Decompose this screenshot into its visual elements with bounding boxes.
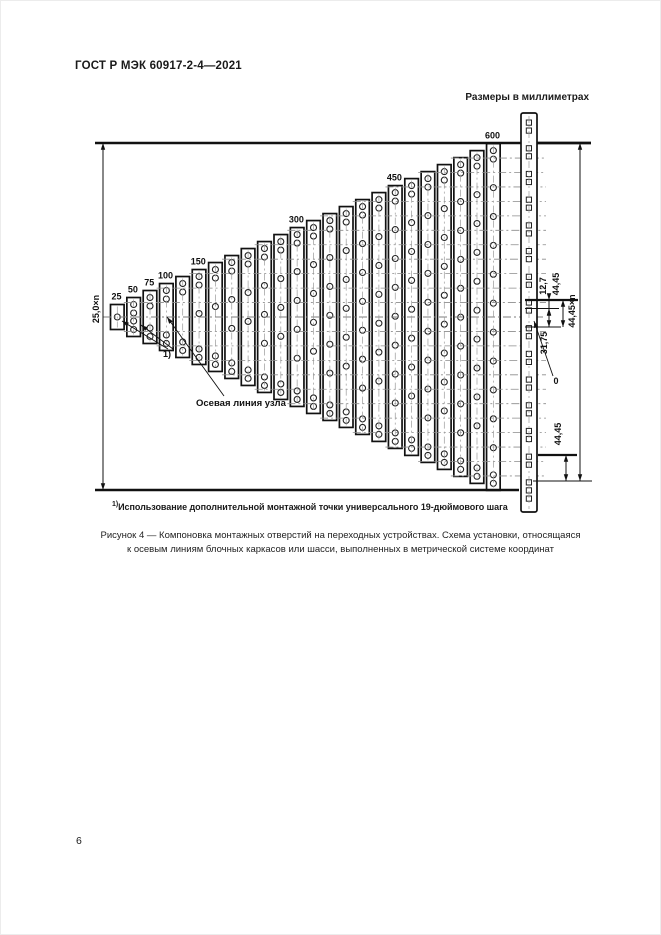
metric-pitch-label: 25,0×n bbox=[91, 295, 101, 323]
footnote-text: Использование дополнительной монтажной т… bbox=[118, 502, 508, 512]
dimension-arrow bbox=[560, 300, 566, 307]
axis-line-label: Осевая линия узла bbox=[196, 398, 287, 409]
bar-height-label: 600 bbox=[485, 131, 500, 141]
zero-leader bbox=[533, 320, 554, 377]
universal-hole bbox=[525, 410, 532, 417]
units-note: Размеры в миллиметрах bbox=[465, 92, 589, 103]
page-number: 6 bbox=[76, 835, 82, 847]
axis-leader bbox=[166, 316, 225, 397]
standard-header: ГОСТ Р МЭК 60917-2-4—2021 bbox=[75, 60, 242, 72]
figure-diagram: 25,0×n 12,7 31,75 44,45 44,45×n 44,45 0 1) Осева… bbox=[91, 112, 592, 513]
leader-arrow bbox=[167, 317, 173, 324]
bar-height-label: 450 bbox=[387, 173, 402, 183]
bar-height-label: 100 bbox=[158, 271, 173, 281]
dimension-arrow bbox=[563, 455, 569, 462]
leader-arrow bbox=[122, 321, 129, 327]
bottom-pitch-label: 44,45 bbox=[553, 423, 563, 446]
bar-height-label: 25 bbox=[111, 292, 121, 302]
dimension-arrow bbox=[546, 320, 552, 327]
caption-line-2: к осевым линиям блочных каркасов или шас… bbox=[127, 544, 554, 556]
dimension-arrow bbox=[546, 293, 552, 300]
dimension-arrow bbox=[546, 309, 552, 316]
caption-line-1: Рисунок 4 — Компоновка монтажных отверст… bbox=[100, 530, 581, 541]
mounting-hole bbox=[211, 360, 219, 369]
dimension-arrow bbox=[100, 143, 106, 150]
dimension-arrow bbox=[563, 474, 569, 481]
leader-arrow bbox=[141, 325, 148, 331]
zero-point-label: 0 bbox=[553, 376, 558, 386]
bar-height-label: 150 bbox=[191, 257, 206, 267]
mounting-holes-drawing: 25,0×n 12,7 31,75 44,45 44,45×n 44,45 0 1) Осева… bbox=[91, 112, 592, 513]
offset-bottom-label: 31,75 bbox=[539, 332, 549, 355]
universal-span-label: 44,45×n bbox=[567, 294, 577, 327]
dimension-arrow bbox=[577, 143, 583, 150]
callout-marker: 1) bbox=[163, 349, 171, 359]
mounting-hole bbox=[244, 288, 252, 297]
offset-top-label: 12,7 bbox=[538, 277, 548, 295]
rack-bars bbox=[109, 142, 501, 492]
leader-arrow bbox=[534, 321, 539, 329]
bar-height-label: 50 bbox=[128, 285, 138, 295]
dimension-arrow bbox=[560, 320, 566, 327]
bar-height-label: 75 bbox=[144, 278, 154, 288]
figure-caption: Рисунок 4 — Компоновка монтажных отверст… bbox=[50, 529, 631, 558]
callout-leader bbox=[121, 320, 169, 350]
bar-height-label: 300 bbox=[289, 215, 304, 225]
dimension-arrow bbox=[100, 483, 106, 490]
footnote-marker: 1) bbox=[112, 501, 119, 508]
figure-footnote: 1)Использование дополнительной монтажной… bbox=[112, 501, 508, 512]
universal-pitch-label: 44,45 bbox=[551, 273, 561, 296]
dimension-arrow bbox=[577, 474, 583, 481]
